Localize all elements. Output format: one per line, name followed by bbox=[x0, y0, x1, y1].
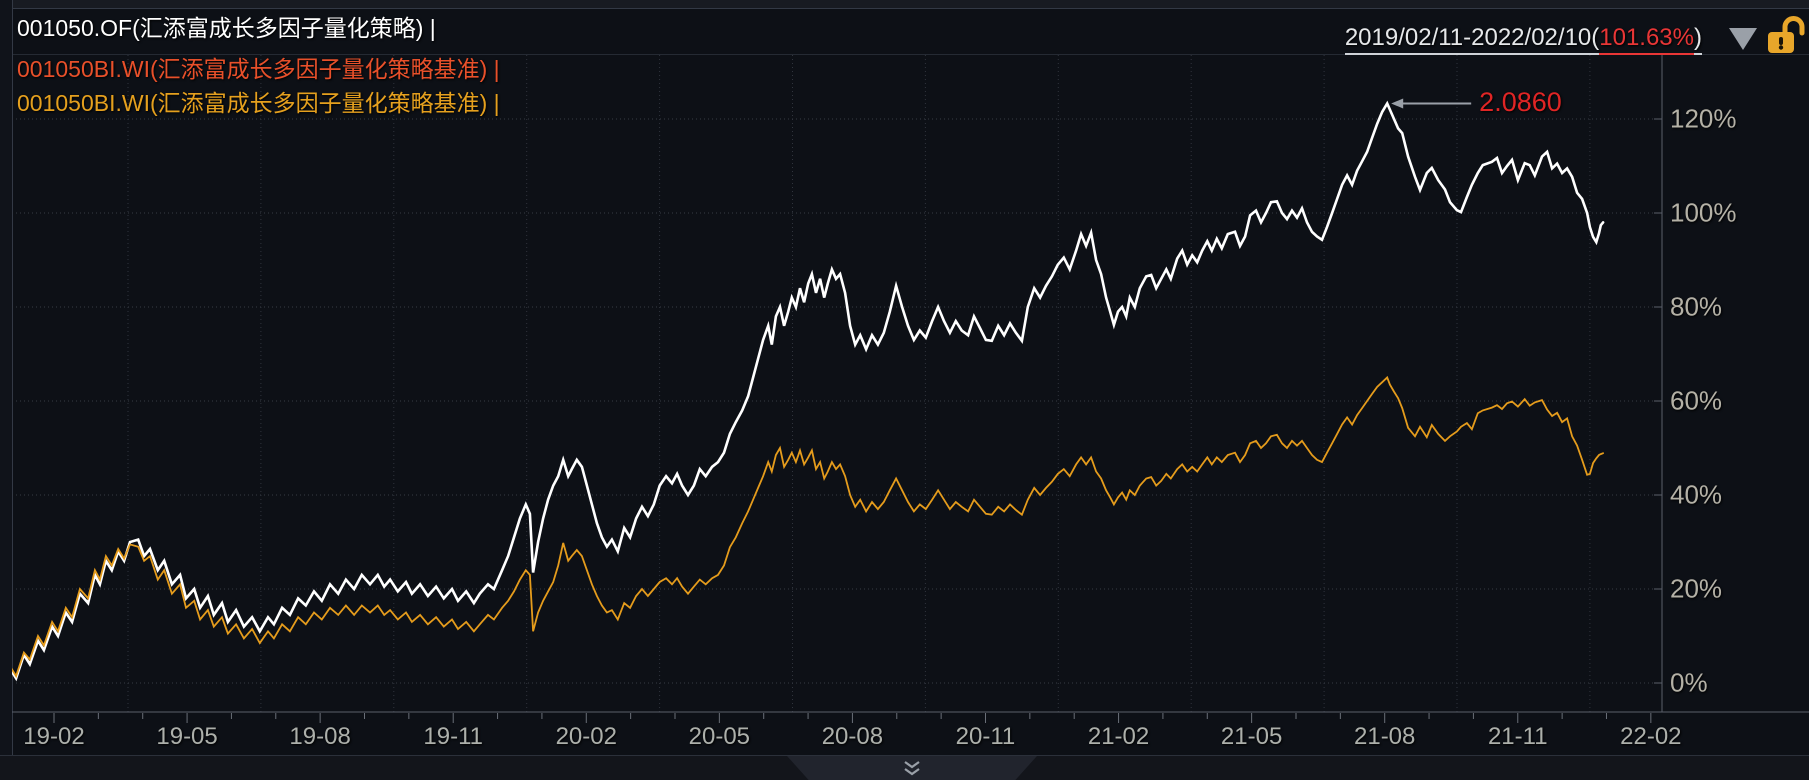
y-axis-label: 80% bbox=[1670, 291, 1723, 322]
double-chevron-down-icon bbox=[904, 761, 920, 776]
bottom-collapse-bar bbox=[0, 755, 1809, 780]
x-axis-label: 20-05 bbox=[688, 723, 751, 750]
legend-benchmark-2[interactable]: 001050BI.WI(汇添富成长多因子量化策略基准) | bbox=[17, 90, 500, 116]
legend-benchmark-1[interactable]: 001050BI.WI(汇添富成长多因子量化策略基准) | bbox=[17, 56, 500, 82]
date-range-text[interactable]: 2019/02/11-2022/02/10( bbox=[1344, 24, 1600, 55]
range-return-value[interactable]: 101.63% bbox=[1599, 24, 1694, 55]
triangle-down-icon[interactable] bbox=[1729, 28, 1757, 50]
fund-series-line[interactable] bbox=[2, 100, 1605, 684]
x-axis-label: 22-02 bbox=[1620, 723, 1682, 750]
y-axis-label: 60% bbox=[1670, 385, 1723, 416]
unlocked-padlock-icon[interactable] bbox=[1766, 16, 1808, 61]
x-axis-label: 20-02 bbox=[555, 723, 617, 750]
x-axis-label: 19-08 bbox=[289, 723, 351, 750]
x-axis-label: 19-11 bbox=[423, 723, 484, 750]
pane-left-edge bbox=[0, 0, 13, 780]
legend-fund[interactable]: 001050.OF(汇添富成长多因子量化策略) | bbox=[17, 15, 436, 41]
date-range-selector[interactable]: 2019/02/11-2022/02/10(101.63%) bbox=[1344, 24, 1702, 55]
x-axis-label: 19-05 bbox=[156, 723, 218, 750]
x-axis-label: 21-05 bbox=[1220, 723, 1283, 750]
y-axis-label: 0% bbox=[1670, 667, 1708, 698]
benchmark-series-line[interactable] bbox=[2, 375, 1604, 684]
x-axis-label: 21-11 bbox=[1487, 723, 1548, 750]
date-range-close-paren[interactable]: ) bbox=[1694, 24, 1702, 55]
collapse-tab[interactable] bbox=[787, 756, 1037, 780]
x-axis-label: 20-11 bbox=[955, 723, 1016, 750]
y-axis-label: 20% bbox=[1670, 573, 1723, 604]
y-axis-label: 100% bbox=[1670, 197, 1737, 228]
y-axis-label: 40% bbox=[1670, 479, 1723, 510]
pane-top-edge bbox=[0, 0, 1809, 9]
x-axis-label: 21-02 bbox=[1087, 723, 1150, 750]
y-axis-label: 120% bbox=[1670, 103, 1737, 134]
title-separator bbox=[13, 54, 1809, 55]
x-axis-label: 20-08 bbox=[821, 723, 884, 750]
max-value-annotation: 2.0860 bbox=[1479, 87, 1562, 118]
x-axis-label: 19-02 bbox=[23, 723, 85, 750]
x-axis-label: 21-08 bbox=[1353, 723, 1416, 750]
annotation-arrowhead bbox=[1391, 98, 1404, 109]
